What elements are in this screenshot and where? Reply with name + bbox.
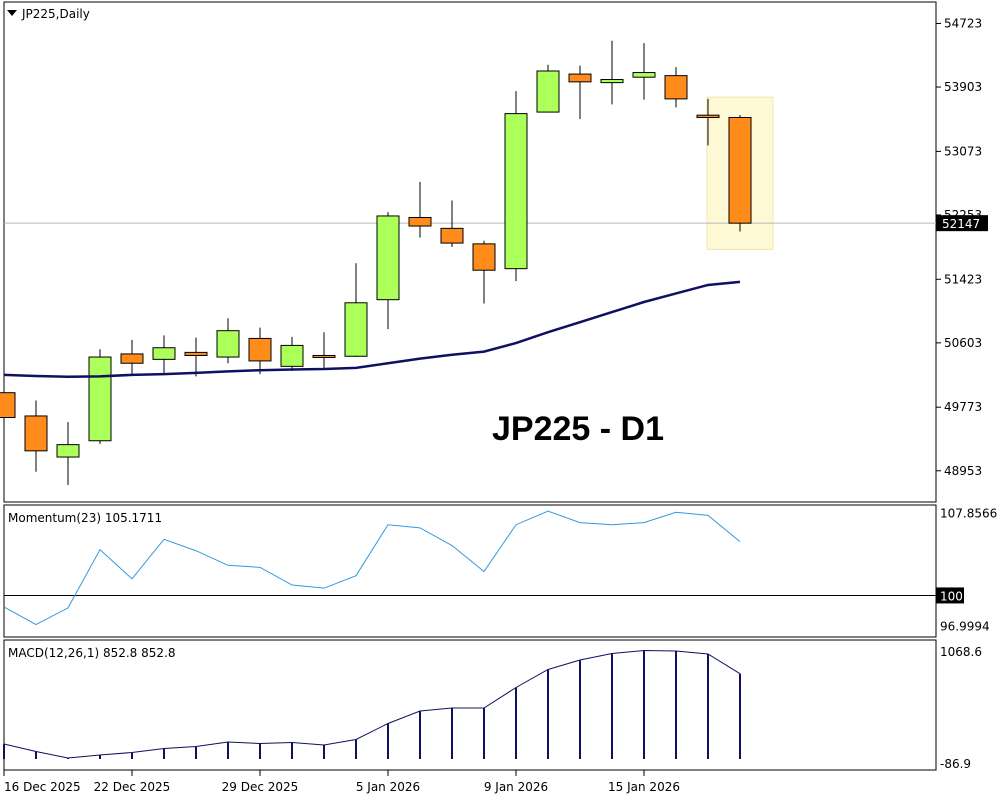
candle-body: [664, 75, 688, 100]
candle-body: [152, 347, 176, 360]
candle: [344, 263, 368, 358]
momentum-panel: [3, 504, 937, 638]
candle-body: [568, 73, 592, 83]
momentum-level-tag: [936, 587, 964, 604]
candle: [120, 339, 144, 375]
candle: [88, 349, 112, 444]
candle-body: [472, 243, 496, 271]
candle: [536, 64, 560, 113]
candle-body: [344, 302, 368, 357]
macd-panel: [3, 639, 937, 771]
momentum-level-label: 100: [940, 589, 963, 603]
candle: [472, 240, 496, 304]
candle: [504, 91, 528, 282]
candle: [600, 40, 624, 105]
time-tick-label: 16 Dec 2025: [4, 780, 81, 794]
candle: [568, 65, 592, 120]
moving-average-line: [3, 280, 741, 379]
time-axis: 16 Dec 2025 22 Dec 2025 29 Dec 2025 5 Jan 2…: [3, 770, 680, 794]
macd-tick-label: 1068.6: [940, 645, 982, 659]
chart-title: JP225,Daily: [21, 7, 90, 21]
momentum-line: [3, 510, 741, 626]
candle-body: [632, 72, 656, 78]
time-tick-label: 9 Jan 2026: [484, 780, 548, 794]
macd-title: MACD(12,26,1) 852.8 852.8: [8, 646, 175, 660]
candle-body: [536, 70, 560, 113]
candle-body: [120, 353, 144, 364]
price-tick-label: 51423: [944, 272, 982, 286]
candle: [56, 422, 80, 485]
candle: [280, 336, 304, 371]
candle-body: [280, 344, 304, 367]
candle: [152, 335, 176, 374]
time-tick-label: 29 Dec 2025: [222, 780, 299, 794]
candle: [184, 337, 208, 377]
candle: [408, 181, 432, 238]
candle-body: [24, 415, 48, 452]
candle: [728, 115, 752, 232]
momentum-tick-label: 96.9994: [940, 620, 990, 634]
candle-body: [88, 356, 112, 442]
price-tick-label: 53903: [944, 80, 982, 94]
time-tick-label: 5 Jan 2026: [356, 780, 420, 794]
candle-body: [376, 215, 400, 301]
macd-signal-line: [3, 649, 741, 759]
watermark-title: JP225 - D1: [492, 410, 664, 448]
candle: [24, 400, 48, 472]
last-price-label: 52147: [942, 217, 980, 231]
candle-body: [0, 392, 16, 419]
price-tick-label: 48953: [944, 464, 982, 478]
price-tick-label: 54723: [944, 16, 982, 30]
candle-body: [728, 117, 752, 224]
candle-body: [440, 227, 464, 244]
candle-body: [600, 79, 624, 84]
candle: [440, 200, 464, 247]
candle-body: [184, 351, 208, 356]
menu-triangle-icon[interactable]: [7, 10, 17, 16]
candle-body: [696, 114, 720, 119]
price-tick-label: 53073: [944, 144, 982, 158]
candle-body: [216, 330, 240, 358]
time-tick-label: 15 Jan 2026: [608, 780, 680, 794]
candle-body: [248, 337, 272, 362]
candle: [0, 378, 16, 437]
candle-body: [56, 444, 80, 458]
last-price-tag: [936, 215, 988, 232]
macd-tick-label: -86.9: [940, 757, 971, 771]
candle: [696, 98, 720, 146]
candle: [248, 327, 272, 375]
candle-body: [312, 354, 336, 358]
time-tick-label: 22 Dec 2025: [94, 780, 171, 794]
candle: [632, 43, 656, 100]
candle: [312, 332, 336, 370]
candles-group: [0, 40, 752, 485]
candle: [216, 318, 240, 364]
candle-body: [408, 217, 432, 227]
price-tick-label: 50603: [944, 336, 982, 350]
candle-body: [504, 113, 528, 270]
momentum-tick-label: 107.8566: [940, 507, 997, 521]
momentum-title: Momentum(23) 105.1711: [8, 511, 162, 525]
price-tick-label: 49773: [944, 400, 982, 414]
candle: [376, 212, 400, 330]
price-panel: [3, 1, 937, 503]
macd-histogram: [3, 650, 741, 759]
candle: [664, 67, 688, 108]
